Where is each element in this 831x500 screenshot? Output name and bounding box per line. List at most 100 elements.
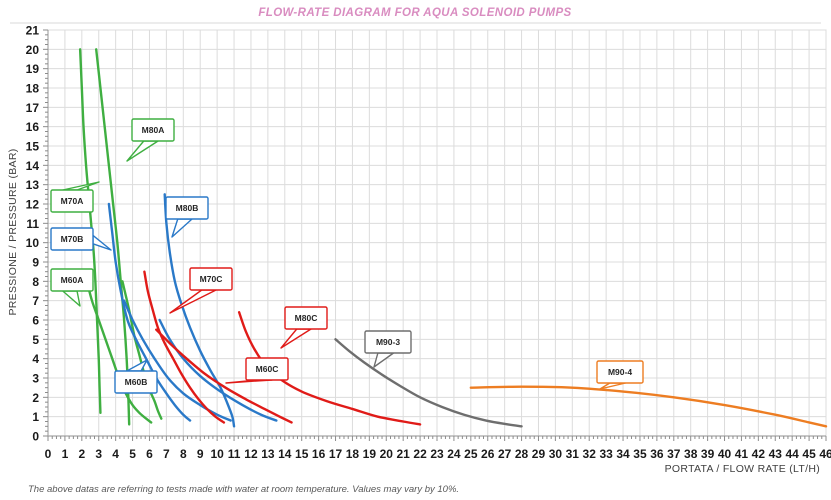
x-tick-label: 17 <box>329 447 343 461</box>
x-tick-label: 22 <box>413 447 427 461</box>
x-tick-label: 36 <box>650 447 664 461</box>
x-tick-label: 23 <box>430 447 444 461</box>
y-tick-label: 15 <box>26 140 40 154</box>
y-tick-label: 11 <box>26 217 39 231</box>
x-tick-label: 3 <box>95 447 102 461</box>
y-tick-label: 9 <box>32 256 39 270</box>
x-tick-label: 16 <box>312 447 326 461</box>
curve-m70b-lower <box>158 318 278 422</box>
y-tick-label: 4 <box>32 352 39 366</box>
callout-m80b: M80B <box>165 196 209 238</box>
callout-m60a: M60A <box>50 268 94 307</box>
x-tick-label: 33 <box>599 447 613 461</box>
y-tick-label: 8 <box>32 275 39 289</box>
y-tick-label: 17 <box>26 101 40 115</box>
x-tick-label: 34 <box>616 447 630 461</box>
x-axis-title: PORTATA / FLOW RATE (LT/H) <box>665 463 820 475</box>
curve-m80c <box>237 311 422 426</box>
curve-m90-4 <box>469 385 828 428</box>
curve-m70b <box>107 202 192 422</box>
x-tick-label: 25 <box>464 447 478 461</box>
callout-m90-3: M90-3 <box>364 330 412 368</box>
chart-title: FLOW-RATE DIAGRAM FOR AQUA SOLENOID PUMP… <box>258 7 571 19</box>
x-tick-label: 37 <box>667 447 681 461</box>
x-tick-label: 29 <box>532 447 546 461</box>
callout-m80a: M80A <box>126 118 175 162</box>
x-tick-label: 12 <box>244 447 258 461</box>
y-tick-label: 13 <box>26 178 40 192</box>
grid-layer <box>47 29 827 437</box>
x-tick-label: 27 <box>498 447 512 461</box>
x-tick-label: 18 <box>346 447 360 461</box>
curve-m80b <box>163 193 236 428</box>
footer-note: The above datas are referring to tests m… <box>28 484 459 495</box>
x-tick-label: 15 <box>295 447 309 461</box>
callout-box <box>50 227 94 251</box>
y-tick-label: 19 <box>26 62 40 76</box>
callout-box <box>245 357 289 381</box>
x-tick-label: 30 <box>549 447 563 461</box>
y-tick-label: 7 <box>32 294 39 308</box>
callout-m90-4: M90-4 <box>596 360 644 390</box>
x-tick-label: 6 <box>146 447 153 461</box>
callout-label: M60C <box>256 364 279 374</box>
axis-ticks-layer <box>43 29 827 441</box>
y-tick-label: 3 <box>32 372 39 386</box>
x-tick-label: 4 <box>112 447 119 461</box>
callout-m80c: M80C <box>280 306 328 349</box>
callout-label: M60B <box>125 377 148 387</box>
y-tick-label: 0 <box>32 430 39 444</box>
x-tick-label: 46 <box>819 447 831 461</box>
callout-box <box>364 330 412 354</box>
x-tick-label: 1 <box>62 447 69 461</box>
callout-label: M90-3 <box>376 337 400 347</box>
x-tick-label: 5 <box>129 447 136 461</box>
x-tick-label: 31 <box>566 447 580 461</box>
x-tick-label: 24 <box>447 447 461 461</box>
callout-box <box>165 196 209 220</box>
x-tick-label: 44 <box>785 447 799 461</box>
x-tick-label: 11 <box>228 447 241 461</box>
callout-label: M80C <box>295 313 318 323</box>
x-tick-label: 20 <box>380 447 394 461</box>
callout-box <box>131 118 175 142</box>
x-axis-tick-labels: 0 1 2 3 4 5 6 7 8 9 10 11 12 13 14 15 16 17 18 19 20 21 22 23 24… <box>45 447 831 461</box>
y-tick-label: 21 <box>26 24 40 38</box>
y-tick-label: 2 <box>32 391 39 405</box>
curve-m70c <box>143 270 226 424</box>
x-tick-label: 14 <box>278 447 292 461</box>
callout-label: M70C <box>200 274 223 284</box>
callout-m70b: M70B <box>50 227 112 251</box>
y-tick-label: 20 <box>26 43 40 57</box>
x-tick-label: 8 <box>180 447 187 461</box>
callout-label: M70A <box>61 196 84 206</box>
x-tick-label: 0 <box>45 447 52 461</box>
callout-box <box>50 189 94 213</box>
callout-box <box>284 306 328 330</box>
y-tick-label: 14 <box>26 159 40 173</box>
callouts-layer: M70A M80A M60A M70B M80B M60B M70C M60C M80C M90-… <box>50 118 644 394</box>
callout-m60b: M60B <box>114 359 158 394</box>
x-tick-label: 21 <box>396 447 410 461</box>
curve-m90-3 <box>334 338 523 428</box>
x-tick-label: 40 <box>718 447 732 461</box>
x-tick-label: 32 <box>583 447 597 461</box>
y-tick-label: 6 <box>32 314 39 328</box>
x-tick-label: 9 <box>197 447 204 461</box>
x-tick-label: 38 <box>684 447 698 461</box>
callout-m70a: M70A <box>50 181 100 213</box>
callout-label: M60A <box>61 275 84 285</box>
y-tick-label: 10 <box>26 236 40 250</box>
callout-m60c: M60C <box>225 357 289 384</box>
x-tick-label: 2 <box>78 447 85 461</box>
curve-m60b-blue <box>122 299 232 422</box>
curve-m60c <box>155 328 293 424</box>
callout-box <box>189 267 233 291</box>
x-tick-label: 10 <box>210 447 224 461</box>
x-tick-label: 41 <box>735 447 749 461</box>
x-tick-label: 45 <box>802 447 816 461</box>
y-tick-label: 5 <box>32 333 39 347</box>
